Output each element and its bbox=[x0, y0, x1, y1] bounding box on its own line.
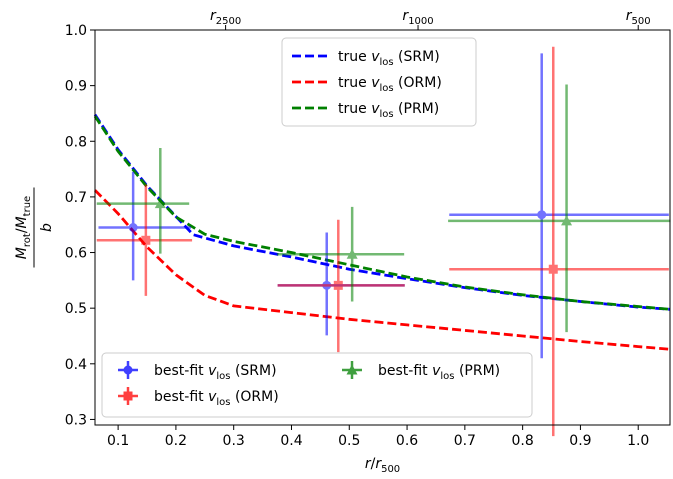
top-tick-label: r2500 bbox=[210, 8, 241, 27]
data-point-2-2 bbox=[561, 215, 573, 226]
data-point-2-0 bbox=[154, 198, 166, 209]
legend-box bbox=[281, 37, 477, 127]
legend-marker bbox=[123, 391, 133, 401]
legend-marker-swatch bbox=[118, 361, 138, 379]
legend-box bbox=[101, 352, 533, 418]
y-axis-label: Mrot/Mtrue b bbox=[14, 187, 55, 268]
y-tick-label: 0.4 bbox=[65, 357, 87, 373]
x-tick-label: 0.1 bbox=[107, 433, 129, 449]
legend-true-curves: true vlos (SRM) true vlos (ORM) true vlos … bbox=[281, 37, 477, 127]
series-line-2 bbox=[93, 115, 671, 311]
x-tick-label: 0.2 bbox=[165, 433, 187, 449]
legend-marker bbox=[346, 364, 358, 375]
bestfit-series-2 bbox=[96, 84, 671, 333]
x-tick-label: 0.4 bbox=[280, 433, 302, 449]
legend-marker-swatch bbox=[118, 387, 138, 405]
legend-label: best-fit vlos (ORM) bbox=[154, 389, 279, 408]
plot-frame bbox=[94, 29, 671, 426]
x-tick-label: 0.9 bbox=[569, 433, 591, 449]
y-tick-label: 1.0 bbox=[65, 23, 87, 39]
x-tick-label: 0.6 bbox=[396, 433, 418, 449]
y-tick-label: 0.3 bbox=[65, 412, 87, 428]
y-tick-label: 0.5 bbox=[65, 301, 87, 317]
legend-marker-swatch bbox=[342, 361, 362, 379]
data-point-1-0 bbox=[141, 235, 151, 245]
top-tick-label: r500 bbox=[626, 8, 651, 27]
top-tick-label: r1000 bbox=[402, 8, 433, 27]
legend-label: true vlos (SRM) bbox=[338, 49, 440, 68]
x-tick-label: 1.0 bbox=[627, 433, 649, 449]
y-label-denominator: b bbox=[39, 223, 55, 232]
data-point-1-1 bbox=[333, 280, 343, 290]
y-tick-label: 0.8 bbox=[65, 134, 87, 150]
data-point-1-2 bbox=[548, 264, 558, 274]
legend-best-fit: best-fit vlos (SRM) best-fit vlos (ORM) be… bbox=[101, 352, 533, 418]
series-line-1 bbox=[94, 189, 671, 351]
x-tick-label: 0.7 bbox=[454, 433, 476, 449]
x-tick-label: 0.3 bbox=[223, 433, 245, 449]
y-tick-label: 0.7 bbox=[65, 190, 87, 206]
y-label-numerator: Mrot/Mtrue bbox=[14, 196, 33, 259]
true-vlos-curves bbox=[93, 113, 671, 351]
x-axis-label: r/r500 bbox=[365, 456, 400, 475]
legend-label: true vlos (ORM) bbox=[338, 75, 442, 94]
legend-marker bbox=[123, 365, 133, 375]
data-point-2-1 bbox=[346, 248, 358, 259]
data-point-0-2 bbox=[537, 210, 547, 220]
legend-label: best-fit vlos (PRM) bbox=[378, 363, 500, 382]
x-tick-label: 0.8 bbox=[512, 433, 534, 449]
bestfit-series-1 bbox=[96, 46, 669, 437]
y-tick-label: 0.9 bbox=[65, 79, 87, 95]
legend-label: best-fit vlos (SRM) bbox=[154, 363, 277, 382]
data-point-0-0 bbox=[128, 223, 138, 232]
y-tick-label: 0.6 bbox=[65, 246, 87, 262]
x-tick-label: 0.5 bbox=[338, 433, 360, 449]
legend-label: true vlos (PRM) bbox=[338, 101, 439, 120]
